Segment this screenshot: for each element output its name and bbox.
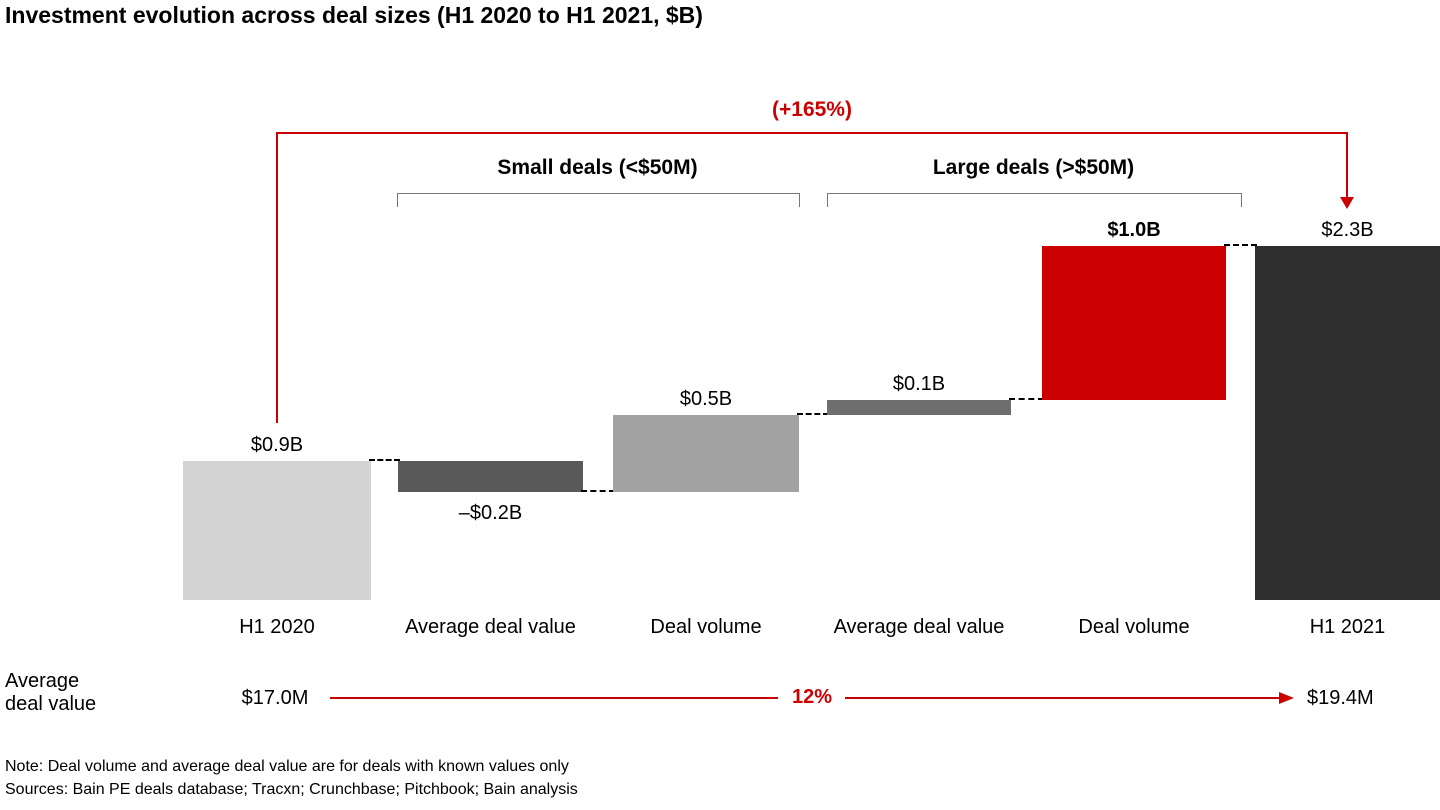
- bar-value-label: –$0.2B: [458, 502, 523, 525]
- note-text: Note: Deal volume and average deal value…: [5, 758, 569, 775]
- chart-title: Investment evolution across deal sizes (…: [5, 2, 703, 28]
- dashed-connector: [1224, 243, 1257, 246]
- bar-value-label: $0.5B: [679, 388, 733, 411]
- dashed-connector: [369, 459, 400, 462]
- x-axis-label: Average deal value: [833, 616, 1005, 638]
- x-axis-label: Deal volume: [650, 616, 762, 638]
- bar-h1-2020-0: [183, 461, 371, 600]
- average-deal-value-change: 12%: [791, 686, 833, 708]
- dashed-connector: [581, 490, 615, 493]
- bar-h1-2021-5: [1255, 245, 1440, 600]
- bracket-small-deals: [397, 193, 800, 207]
- total-change-line-left: [276, 132, 278, 423]
- bar-average-deal-value-3: [827, 399, 1011, 416]
- bar-value-label: $0.9B: [250, 434, 304, 457]
- total-change-arrowhead-icon: [1340, 197, 1354, 209]
- average-deal-value-line-left: [330, 697, 778, 699]
- bar-deal-volume-2: [613, 415, 799, 493]
- average-deal-value-line-right: [845, 697, 1279, 699]
- average-deal-value-row-label: Average deal value: [5, 670, 97, 715]
- dashed-connector: [797, 413, 829, 416]
- total-change-label: (+165%): [772, 98, 852, 121]
- sources-text: Sources: Bain PE deals database; Tracxn;…: [5, 781, 578, 798]
- total-change-line-right: [1346, 132, 1348, 198]
- bar-value-label: $1.0B: [1107, 218, 1161, 241]
- bar-deal-volume-4: [1042, 245, 1226, 400]
- bar-value-label: $2.3B: [1321, 218, 1374, 241]
- dashed-connector: [1009, 397, 1044, 400]
- average-deal-value-end: $19.4M: [1307, 687, 1374, 709]
- x-axis-label: Deal volume: [1078, 616, 1190, 638]
- average-deal-value-arrowhead-icon: [1279, 692, 1294, 704]
- bracket-large-deals: [827, 193, 1242, 207]
- x-axis-label: H1 2020: [239, 616, 315, 638]
- average-deal-value-start: $17.0M: [241, 687, 309, 709]
- bar-value-label: $0.1B: [892, 372, 946, 395]
- group-label-small-deals: Small deals (<$50M): [497, 156, 698, 179]
- total-change-line-horizontal: [276, 132, 1348, 134]
- x-axis-label: H1 2021: [1309, 616, 1386, 638]
- bar-average-deal-value-1: [398, 461, 583, 493]
- group-label-large-deals: Large deals (>$50M): [932, 156, 1135, 179]
- x-axis-label: Average deal value: [405, 616, 576, 638]
